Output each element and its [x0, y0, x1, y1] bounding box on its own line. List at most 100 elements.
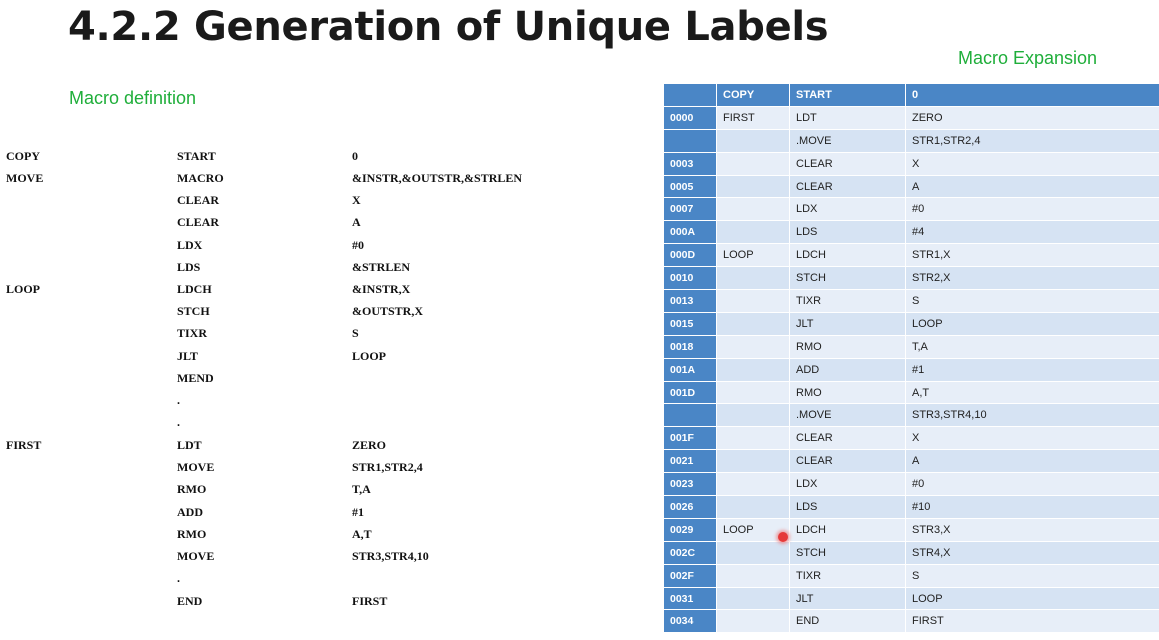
operand-cell: STR4,X — [905, 540, 1159, 565]
def-operand: &INSTR,&OUTSTR,&STRLEN — [352, 171, 523, 185]
opcode-cell: LDS — [789, 495, 906, 519]
def-operand: 0 — [352, 149, 358, 163]
mouse-pointer-indicator — [778, 532, 788, 542]
opcode-cell: RMO — [789, 380, 906, 405]
loc-cell: 0029 — [663, 517, 717, 542]
definition-row: MOVE STR3,STR4,10 — [0, 549, 432, 569]
opcode-cell: CLEAR — [789, 151, 906, 176]
operand-cell: A — [905, 449, 1159, 474]
operand-cell: #0 — [905, 197, 1159, 222]
label-cell — [716, 380, 790, 405]
operand-cell: FIRST — [905, 609, 1159, 634]
def-opcode: END — [177, 594, 203, 608]
definition-row: ADD #1 — [0, 505, 432, 525]
loc-cell: 0031 — [663, 586, 717, 611]
def-operand: A — [352, 215, 361, 229]
opcode-cell: STCH — [789, 266, 906, 291]
loc-cell — [663, 403, 717, 428]
def-opcode: RMO — [177, 482, 207, 496]
label-cell: LOOP — [716, 243, 790, 268]
loc-cell: 0023 — [663, 472, 717, 497]
loc-cell: 0010 — [663, 266, 717, 291]
def-opcode: LDS — [177, 260, 201, 274]
def-operand: A,T — [352, 527, 372, 541]
opcode-cell: RMO — [789, 334, 906, 359]
opcode-cell: JLT — [789, 586, 906, 611]
label-cell — [716, 609, 790, 634]
opcode-cell: LDT — [789, 105, 906, 130]
definition-row: MEND — [0, 371, 432, 391]
label-cell — [716, 289, 790, 313]
def-opcode: CLEAR — [177, 193, 220, 207]
loc-cell: 0013 — [663, 289, 717, 313]
label-cell — [716, 151, 790, 176]
header-label: COPY — [716, 83, 790, 107]
def-opcode: RMO — [177, 527, 207, 541]
table-header-row: COPY START 0 — [663, 83, 1159, 107]
table-row: 001A ADD #1 — [663, 357, 1159, 382]
def-opcode: . — [177, 393, 180, 407]
definition-row: . — [0, 393, 432, 413]
def-operand: &OUTSTR,X — [352, 304, 424, 318]
operand-cell: STR1,X — [905, 243, 1159, 268]
definition-row: CLEAR A — [0, 215, 432, 235]
def-operand: &STRLEN — [352, 260, 411, 274]
table-row: .MOVE STR3,STR4,10 — [663, 403, 1159, 428]
label-cell — [716, 540, 790, 565]
table-row: .MOVE STR1,STR2,4 — [663, 128, 1159, 153]
definition-row: STCH &OUTSTR,X — [0, 304, 432, 324]
operand-cell: STR1,STR2,4 — [905, 128, 1159, 153]
page-title: 4.2.2 Generation of Unique Labels — [68, 4, 829, 50]
header-operand: 0 — [905, 83, 1159, 107]
table-row: 0026 LDS #10 — [663, 495, 1159, 519]
opcode-cell: ADD — [789, 357, 906, 382]
def-opcode: MOVE — [177, 549, 215, 563]
loc-cell: 0003 — [663, 151, 717, 176]
label-cell — [716, 311, 790, 336]
loc-cell: 0026 — [663, 495, 717, 519]
table-row: 0010 STCH STR2,X — [663, 266, 1159, 291]
operand-cell: STR3,X — [905, 517, 1159, 542]
label-cell — [716, 449, 790, 474]
opcode-cell: LDS — [789, 220, 906, 245]
table-row: 000A LDS #4 — [663, 220, 1159, 245]
table-row: 0023 LDX #0 — [663, 472, 1159, 497]
definition-row: FIRST LDT ZERO — [0, 438, 432, 458]
macro-expansion-table: COPY START 0 0000 FIRST LDT ZERO .MOVE STR1,S… — [663, 83, 1159, 634]
definition-row: RMO A,T — [0, 527, 432, 547]
operand-cell: STR2,X — [905, 266, 1159, 291]
label-cell — [716, 495, 790, 519]
table-row: 000D LOOP LDCH STR1,X — [663, 243, 1159, 268]
definition-row: END FIRST — [0, 594, 432, 614]
label-cell — [716, 334, 790, 359]
definition-row: LDX #0 — [0, 238, 432, 258]
loc-cell: 001F — [663, 426, 717, 451]
opcode-cell: JLT — [789, 311, 906, 336]
def-opcode: LDT — [177, 438, 202, 452]
loc-cell: 0018 — [663, 334, 717, 359]
loc-cell — [663, 128, 717, 153]
def-opcode: MACRO — [177, 171, 224, 185]
operand-cell: LOOP — [905, 586, 1159, 611]
def-operand: FIRST — [352, 594, 388, 608]
loc-cell: 0015 — [663, 311, 717, 336]
table-row: 0034 END FIRST — [663, 609, 1159, 634]
def-operand: X — [352, 193, 361, 207]
label-cell — [716, 128, 790, 153]
loc-cell: 0000 — [663, 105, 717, 130]
def-label: MOVE — [6, 171, 44, 185]
header-loc — [663, 83, 717, 107]
opcode-cell: TIXR — [789, 563, 906, 588]
table-row: 001D RMO A,T — [663, 380, 1159, 405]
def-opcode: ADD — [177, 505, 203, 519]
loc-cell: 001D — [663, 380, 717, 405]
def-opcode: . — [177, 415, 180, 429]
def-operand: STR1,STR2,4 — [352, 460, 423, 474]
definition-row: . — [0, 415, 432, 435]
operand-cell: #10 — [905, 495, 1159, 519]
opcode-cell: .MOVE — [789, 403, 906, 428]
def-opcode: . — [177, 571, 180, 585]
label-cell — [716, 174, 790, 199]
def-opcode: MEND — [177, 371, 214, 385]
definition-row: LDS &STRLEN — [0, 260, 432, 280]
